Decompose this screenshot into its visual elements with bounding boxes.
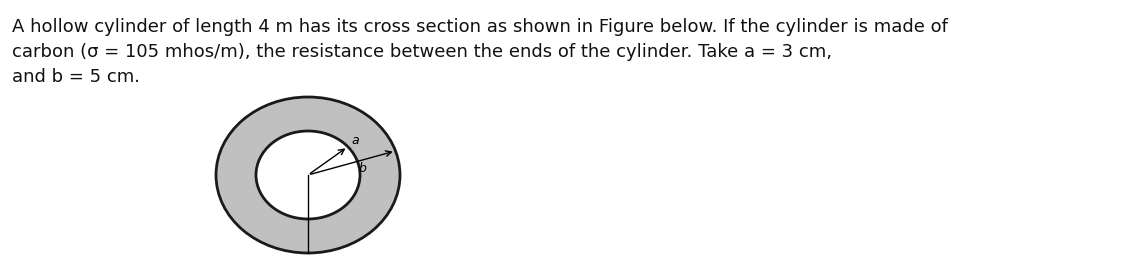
Ellipse shape <box>256 131 360 219</box>
Text: carbon (σ = 105 mhos/m), the resistance between the ends of the cylinder. Take a: carbon (σ = 105 mhos/m), the resistance … <box>13 43 833 61</box>
Ellipse shape <box>216 97 400 253</box>
Text: a: a <box>352 134 360 147</box>
Text: and b = 5 cm.: and b = 5 cm. <box>13 68 140 86</box>
Text: b: b <box>359 162 365 175</box>
Text: A hollow cylinder of length 4 m has its cross section as shown in Figure below. : A hollow cylinder of length 4 m has its … <box>13 18 948 36</box>
